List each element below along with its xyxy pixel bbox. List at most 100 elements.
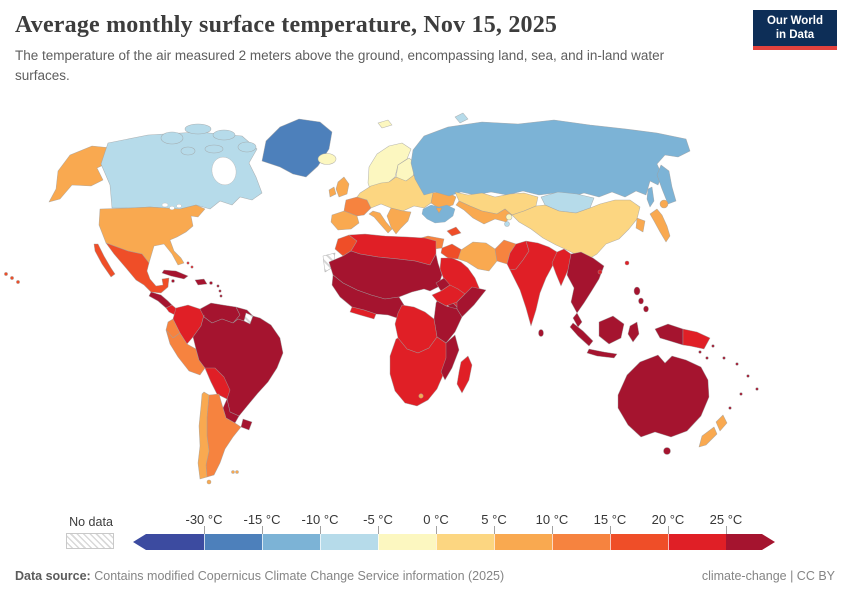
legend-band[interactable] — [378, 534, 436, 550]
country-bolivia[interactable] — [204, 367, 231, 400]
novaya-zemlya[interactable] — [454, 112, 469, 124]
sulawesi[interactable] — [627, 321, 640, 343]
legend-band[interactable] — [320, 534, 378, 550]
pacific-island[interactable] — [728, 406, 732, 410]
pacific-island[interactable] — [722, 356, 726, 360]
country-svalbard[interactable] — [377, 119, 393, 129]
country-papua-new-guinea[interactable] — [682, 328, 711, 350]
tasmania[interactable] — [663, 447, 671, 455]
country-greenland[interactable] — [261, 118, 333, 178]
falklands[interactable] — [235, 470, 239, 474]
country-italy[interactable] — [368, 210, 393, 234]
country-ireland[interactable] — [328, 186, 337, 198]
country-mexico[interactable] — [105, 242, 170, 294]
arctic-island[interactable] — [180, 146, 196, 156]
legend-tick-label: 10 °C — [535, 512, 569, 527]
legend-band[interactable] — [668, 534, 726, 550]
country-uruguay[interactable] — [240, 418, 253, 431]
arctic-island[interactable] — [212, 129, 236, 141]
new-guinea-west[interactable] — [654, 323, 684, 346]
country-somalia[interactable] — [456, 286, 487, 318]
country-bahamas[interactable] — [190, 265, 194, 269]
country-central-america[interactable] — [148, 291, 173, 309]
country-bahamas[interactable] — [186, 261, 190, 265]
arctic-island[interactable] — [184, 123, 212, 135]
country-chile[interactable] — [197, 391, 210, 480]
lesser-antilles[interactable] — [219, 294, 223, 298]
owid-logo[interactable]: Our World in Data — [753, 10, 837, 51]
hainan[interactable] — [597, 269, 603, 275]
solomon-islands[interactable] — [698, 350, 702, 354]
country-alaska[interactable] — [48, 145, 113, 203]
legend-band[interactable] — [494, 534, 552, 550]
pacific-island[interactable] — [755, 387, 759, 391]
philippines[interactable] — [643, 305, 649, 313]
country-jamaica[interactable] — [171, 279, 175, 283]
country-puerto-rico[interactable] — [209, 281, 213, 285]
license-text[interactable]: climate-change | CC BY — [701, 569, 835, 583]
country-russia[interactable] — [410, 119, 691, 198]
caucasus[interactable] — [446, 226, 462, 237]
pacific-island[interactable] — [739, 392, 743, 396]
country-iran[interactable] — [457, 241, 498, 272]
no-data-swatch[interactable] — [66, 533, 114, 549]
pacific-island[interactable] — [735, 362, 739, 366]
legend-tick-label: 15 °C — [593, 512, 627, 527]
country-sri-lanka[interactable] — [538, 329, 544, 337]
country-iberia[interactable] — [330, 210, 360, 231]
legend-tick-label: -10 °C — [301, 512, 339, 527]
country-china[interactable] — [511, 199, 641, 261]
new-zealand-south[interactable] — [698, 426, 718, 448]
tierra-del-fuego[interactable] — [206, 479, 212, 485]
legend-band[interactable] — [262, 534, 320, 550]
country-australia[interactable] — [617, 354, 710, 438]
crimea[interactable] — [435, 207, 443, 214]
borneo[interactable] — [598, 315, 625, 345]
legend-band[interactable] — [436, 534, 494, 550]
philippines[interactable] — [633, 286, 641, 296]
arctic-island[interactable] — [160, 131, 184, 145]
country-baja[interactable] — [93, 243, 116, 278]
java[interactable] — [586, 348, 618, 359]
legend-band[interactable] — [552, 534, 610, 550]
country-tajikistan[interactable] — [504, 221, 510, 227]
bangladesh-myanmar[interactable] — [551, 248, 572, 287]
hawaii[interactable] — [4, 272, 8, 276]
country-korea[interactable] — [635, 217, 646, 233]
hokkaido[interactable] — [659, 199, 669, 209]
sakhalin[interactable] — [646, 186, 655, 208]
solomon-islands[interactable] — [705, 356, 709, 360]
hawaii[interactable] — [16, 280, 20, 284]
country-usa[interactable] — [98, 204, 206, 266]
guinea-coast[interactable] — [349, 306, 377, 320]
arctic-island[interactable] — [204, 144, 224, 154]
pacific-island[interactable] — [746, 374, 750, 378]
country-mozambique[interactable] — [440, 334, 460, 381]
country-balkans[interactable] — [386, 207, 412, 235]
country-madagascar[interactable] — [456, 355, 473, 394]
philippines[interactable] — [638, 297, 644, 305]
country-hispaniola[interactable] — [194, 278, 208, 286]
kamchatka[interactable] — [656, 164, 677, 205]
legend-band[interactable] — [610, 534, 668, 550]
arctic-island[interactable] — [237, 141, 257, 153]
legend-band[interactable] — [726, 534, 775, 550]
falklands[interactable] — [231, 470, 235, 474]
sumatra[interactable] — [569, 322, 594, 347]
hawaii[interactable] — [10, 276, 14, 280]
new-zealand-north[interactable] — [715, 414, 728, 432]
country-canada[interactable] — [100, 131, 263, 210]
indochina[interactable] — [566, 251, 605, 314]
country-cuba[interactable] — [161, 269, 189, 280]
lesser-antilles[interactable] — [218, 289, 222, 293]
legend-band[interactable] — [133, 534, 204, 550]
country-japan[interactable] — [649, 208, 671, 243]
country-kyrgyzstan[interactable] — [505, 213, 513, 221]
country-taiwan[interactable] — [624, 260, 630, 266]
legend-band[interactable] — [204, 534, 262, 550]
pacific-island[interactable] — [711, 344, 715, 348]
lesser-antilles[interactable] — [216, 284, 220, 288]
country-lesotho[interactable] — [418, 393, 424, 399]
country-iceland[interactable] — [317, 153, 337, 165]
country-uk[interactable] — [335, 176, 350, 198]
